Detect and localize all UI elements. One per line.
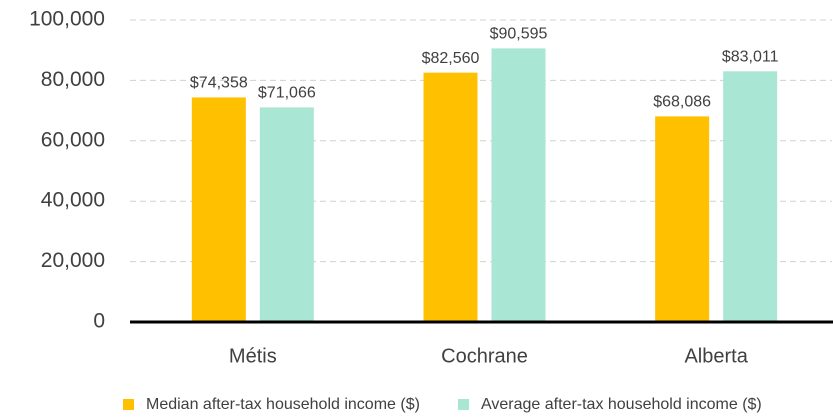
bar [491, 48, 546, 322]
bar [191, 97, 246, 322]
bar [259, 107, 314, 322]
bar [423, 72, 478, 323]
y-tick-label: 100,000 [29, 8, 105, 31]
value-label: $83,011 [722, 49, 779, 66]
y-tick-label: 40,000 [41, 189, 105, 212]
legend-swatch [458, 399, 469, 410]
legend-label: Median after-tax household income ($) [146, 396, 420, 413]
legend-swatch [123, 399, 134, 410]
x-tick-label: Cochrane [441, 345, 528, 367]
y-tick-label: 0 [93, 310, 105, 333]
y-tick-label: 80,000 [41, 68, 105, 91]
x-tick-label: Alberta [684, 345, 748, 367]
value-label: $68,086 [653, 94, 711, 111]
bar [723, 71, 778, 322]
x-tick-label: Métis [229, 345, 277, 367]
value-label: $90,595 [490, 26, 548, 43]
y-tick-label: 20,000 [41, 249, 105, 272]
value-label: $82,560 [422, 50, 480, 67]
y-tick-label: 60,000 [41, 128, 105, 151]
bar [655, 116, 710, 322]
value-label: $71,066 [258, 85, 316, 102]
value-label: $74,358 [190, 75, 248, 92]
legend-label: Average after-tax household income ($) [481, 396, 762, 413]
